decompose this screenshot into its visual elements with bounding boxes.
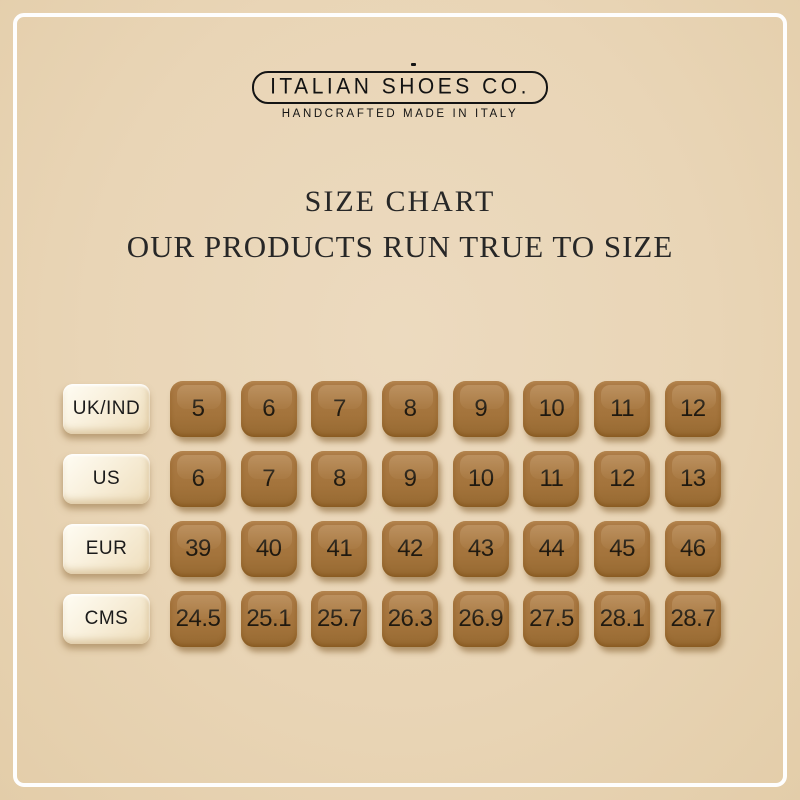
page-subtitle: OUR PRODUCTS RUN TRUE TO SIZE: [126, 229, 674, 264]
size-button-uk-5[interactable]: 5: [170, 381, 226, 437]
heading-block: SIZE CHART OUR PRODUCTS RUN TRUE TO SIZE: [0, 185, 800, 265]
size-button-us-8[interactable]: 8: [311, 451, 368, 507]
brand-header: ITALIAN SHOES CO. HANDCRAFTED MADE IN IT…: [0, 0, 800, 120]
size-button-uk-12[interactable]: 12: [664, 381, 721, 437]
size-button-uk-8[interactable]: 8: [382, 381, 439, 437]
size-button-cms-26-3[interactable]: 26.3: [382, 591, 439, 647]
size-button-cms-28-7[interactable]: 28.7: [664, 591, 721, 647]
size-button-cms-27-5[interactable]: 27.5: [523, 591, 580, 647]
size-button-eur-46[interactable]: 46: [664, 521, 721, 577]
size-button-cms-26-9[interactable]: 26.9: [452, 591, 509, 647]
size-button-cms-25-1[interactable]: 25.1: [240, 591, 297, 647]
row-header-us: US: [63, 454, 150, 504]
size-button-us-10[interactable]: 10: [452, 451, 509, 507]
size-button-us-12[interactable]: 12: [594, 451, 651, 507]
size-button-eur-42[interactable]: 42: [382, 521, 439, 577]
size-button-us-9[interactable]: 9: [382, 451, 439, 507]
size-button-cms-28-1[interactable]: 28.1: [594, 591, 651, 647]
size-button-uk-11[interactable]: 11: [594, 381, 651, 437]
size-row-uk-ind: UK/IND 5 6 7 8 9 10 11 12: [63, 374, 721, 444]
brand-logo: ITALIAN SHOES CO.: [252, 71, 548, 104]
brand-tagline: HANDCRAFTED MADE IN ITALY: [281, 108, 519, 120]
size-chart-table: UK/IND 5 6 7 8 9 10 11 12 US 6 7 8 9 10 …: [63, 374, 721, 654]
size-row-us: US 6 7 8 9 10 11 12 13: [63, 444, 721, 514]
size-button-uk-9[interactable]: 9: [452, 381, 509, 437]
row-header-eur: EUR: [63, 524, 150, 574]
size-button-uk-10[interactable]: 10: [523, 381, 580, 437]
size-button-us-7[interactable]: 7: [240, 451, 297, 507]
size-button-eur-43[interactable]: 43: [452, 521, 509, 577]
row-header-uk-ind: UK/IND: [63, 384, 150, 434]
logo-tick-mark: [411, 63, 416, 66]
size-button-us-13[interactable]: 13: [664, 451, 721, 507]
size-button-eur-45[interactable]: 45: [594, 521, 651, 577]
brand-name: ITALIAN SHOES CO.: [270, 74, 530, 99]
size-button-eur-40[interactable]: 40: [240, 521, 297, 577]
size-button-us-11[interactable]: 11: [523, 451, 580, 507]
size-button-uk-7[interactable]: 7: [311, 381, 368, 437]
size-button-cms-25-7[interactable]: 25.7: [311, 591, 368, 647]
size-button-eur-39[interactable]: 39: [170, 521, 226, 577]
size-button-cms-24-5[interactable]: 24.5: [170, 591, 226, 647]
size-button-uk-6[interactable]: 6: [240, 381, 297, 437]
size-button-eur-41[interactable]: 41: [311, 521, 368, 577]
size-row-eur: EUR 39 40 41 42 43 44 45 46: [63, 514, 721, 584]
size-button-eur-44[interactable]: 44: [523, 521, 580, 577]
size-row-cms: CMS 24.5 25.1 25.7 26.3 26.9 27.5 28.1 2…: [63, 584, 721, 654]
page-title: SIZE CHART: [304, 185, 496, 218]
row-header-cms: CMS: [63, 594, 150, 644]
size-button-us-6[interactable]: 6: [170, 451, 226, 507]
